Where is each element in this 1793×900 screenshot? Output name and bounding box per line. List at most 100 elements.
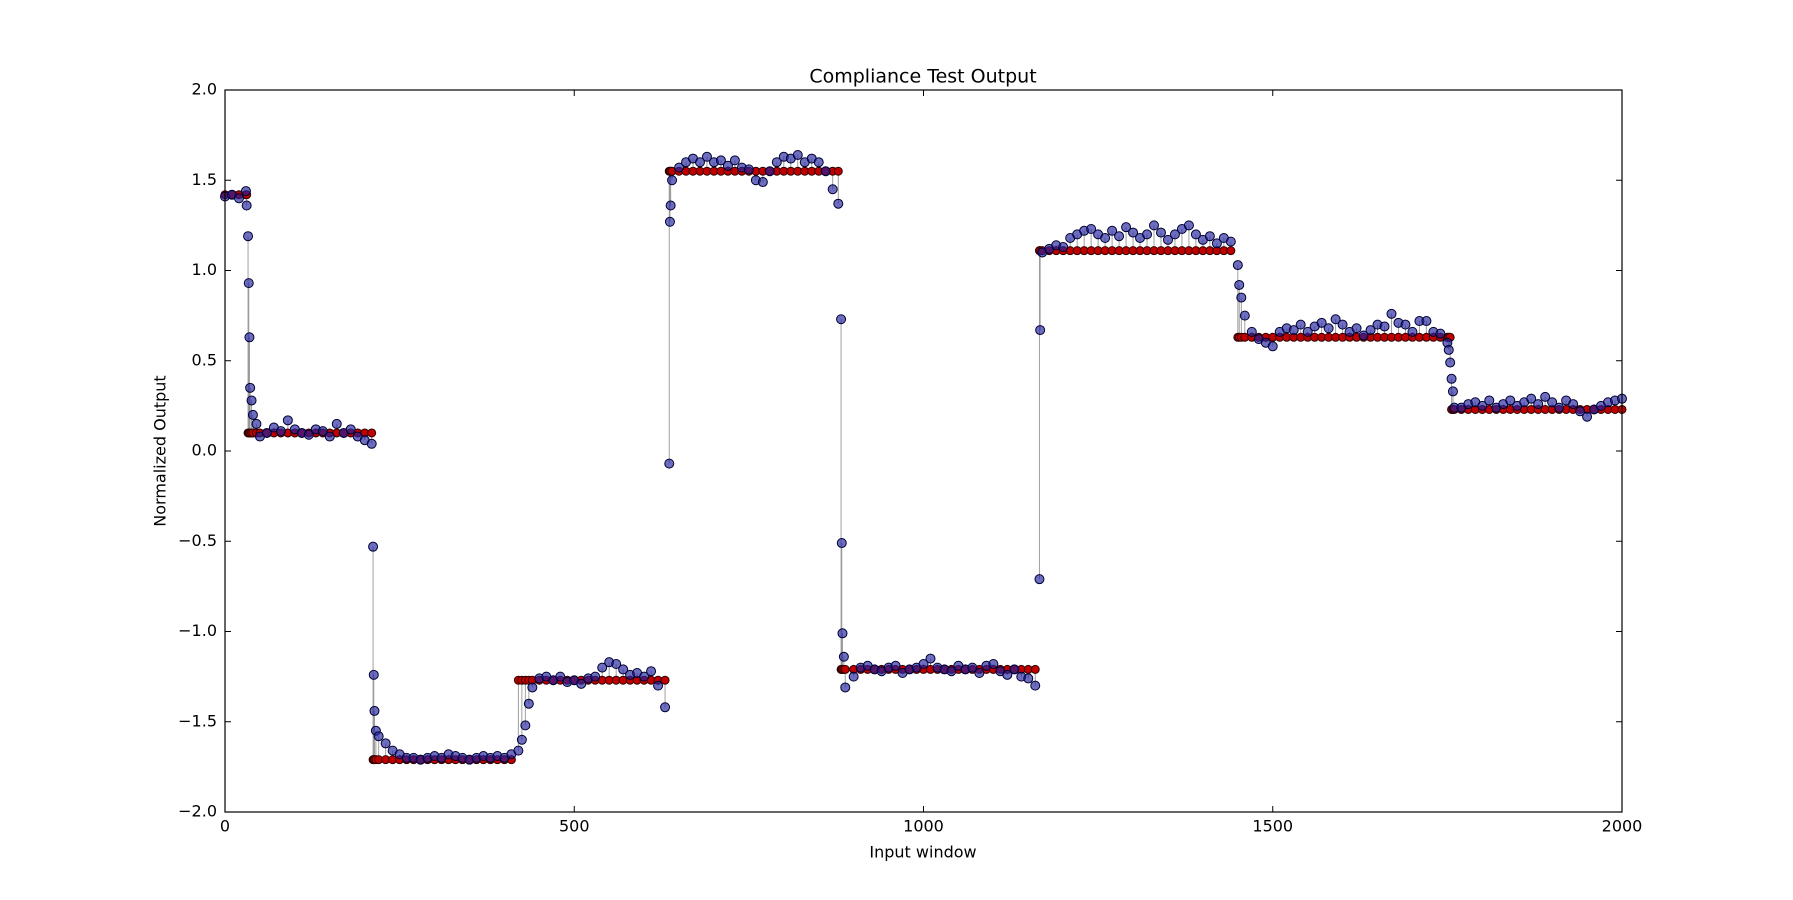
x-tick-label: 2000: [1602, 817, 1643, 836]
output-point: [618, 664, 629, 675]
output-point: [520, 720, 531, 731]
output-point: [366, 438, 377, 449]
output-point: [837, 628, 848, 639]
output-point: [1386, 308, 1397, 319]
output-point: [743, 164, 754, 175]
output-point: [1086, 223, 1097, 234]
y-tick-label: −1.0: [178, 621, 217, 640]
output-point: [836, 538, 847, 549]
output-point: [1162, 234, 1173, 245]
target-point: [1226, 246, 1236, 256]
output-point: [1155, 227, 1166, 238]
x-axis-label: Input window: [869, 843, 976, 862]
output-point: [988, 658, 999, 669]
output-point: [1002, 669, 1013, 680]
output-point: [373, 731, 384, 742]
output-point: [590, 671, 601, 682]
output-point: [836, 314, 847, 325]
output-point: [1302, 326, 1313, 337]
output-point: [667, 175, 678, 186]
output-point: [1183, 220, 1194, 231]
output-point: [1034, 574, 1045, 585]
output-point: [1435, 328, 1446, 339]
output-point: [241, 200, 252, 211]
y-tick-label: 0.0: [192, 441, 217, 460]
output-point: [244, 332, 255, 343]
output-point: [345, 424, 356, 435]
output-point: [597, 662, 608, 673]
output-point: [1239, 310, 1250, 321]
y-axis-label: Normalized Output: [151, 375, 170, 526]
output-point: [827, 184, 838, 195]
output-point: [317, 426, 328, 437]
target-point: [660, 675, 670, 685]
output-point: [1128, 227, 1139, 238]
output-point: [660, 702, 671, 713]
output-point: [243, 278, 254, 289]
output-point: [1236, 292, 1247, 303]
output-point: [1190, 229, 1201, 240]
output-point: [1526, 393, 1537, 404]
output-point: [247, 409, 258, 420]
output-point: [918, 658, 929, 669]
output-point: [1407, 326, 1418, 337]
output-point: [1351, 323, 1362, 334]
output-point: [1446, 373, 1457, 384]
x-tick-label: 500: [559, 817, 590, 836]
output-point: [1211, 238, 1222, 249]
y-tick-label: 1.0: [192, 260, 217, 279]
output-point: [369, 705, 380, 716]
output-point: [653, 680, 664, 691]
output-point: [1568, 399, 1579, 410]
output-point: [974, 668, 985, 679]
output-point: [331, 418, 342, 429]
output-point: [1337, 319, 1348, 330]
output-point: [1204, 231, 1215, 242]
output-point: [646, 666, 657, 677]
output-point: [1323, 323, 1334, 334]
output-point: [1477, 400, 1488, 411]
output-point: [757, 177, 768, 188]
output-point: [240, 186, 251, 197]
y-tick-label: 1.5: [192, 170, 217, 189]
output-point: [1035, 325, 1046, 336]
output-point: [1316, 317, 1327, 328]
output-point: [771, 157, 782, 168]
output-point: [1169, 229, 1180, 240]
output-point: [1030, 680, 1041, 691]
output-point: [820, 166, 831, 177]
output-point: [1225, 236, 1236, 247]
output-point: [243, 231, 254, 242]
output-point: [1365, 325, 1376, 336]
output-point: [1484, 395, 1495, 406]
output-point: [838, 651, 849, 662]
output-point: [527, 682, 538, 693]
output-point: [246, 395, 257, 406]
output-point: [523, 698, 534, 709]
output-point: [1246, 326, 1257, 337]
output-point: [946, 666, 957, 677]
output-point: [1575, 406, 1586, 417]
output-point: [813, 157, 824, 168]
y-tick-label: −1.5: [178, 711, 217, 730]
output-point: [1114, 231, 1125, 242]
output-point: [1234, 279, 1245, 290]
output-point: [701, 151, 712, 162]
output-point: [275, 426, 286, 437]
output-point: [576, 678, 587, 689]
output-point: [303, 429, 314, 440]
output-point: [1009, 664, 1020, 675]
output-point: [261, 427, 272, 438]
chart-title: Compliance Test Output: [809, 66, 1036, 88]
output-point: [664, 216, 675, 227]
output-point: [1330, 314, 1341, 325]
output-point: [639, 671, 650, 682]
output-point: [1505, 395, 1516, 406]
output-point: [611, 658, 622, 669]
output-point: [1358, 330, 1369, 341]
output-point: [1100, 233, 1111, 244]
output-point: [368, 541, 379, 552]
output-point: [513, 745, 524, 756]
output-point: [1267, 341, 1278, 352]
